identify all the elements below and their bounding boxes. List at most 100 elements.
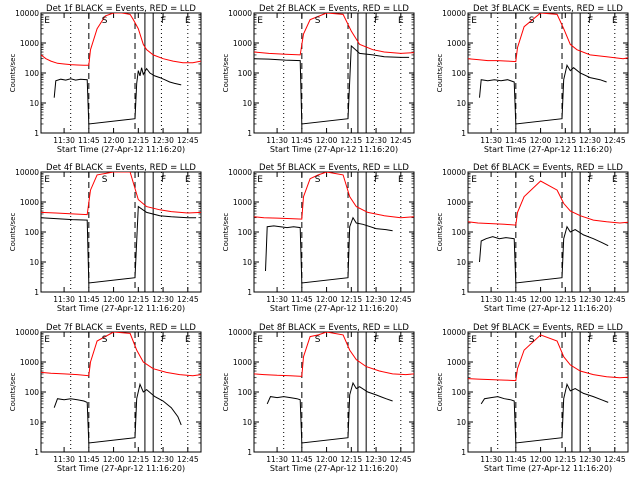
detector-panel-5: Det 5f BLACK = Events, RED = LLD 1 10 100 10… [222, 163, 415, 313]
x-tick-label: 12:45 [604, 295, 626, 304]
y-tick-label: 10 [456, 258, 466, 267]
y-tick-label: 1000 [233, 39, 252, 48]
x-tick-label: 12:00 [316, 136, 338, 145]
panel-title: Det 5f BLACK = Events, RED = LLD [259, 163, 409, 173]
detector-panel-4: Det 4f BLACK = Events, RED = LLD 1 10 100 10… [9, 163, 202, 313]
interval-marker: F [161, 175, 166, 185]
y-tick-label: 1 [461, 448, 466, 457]
interval-marker: S [102, 335, 108, 345]
x-axis-label: Start Time (27-Apr-12 11:16:20) [270, 464, 398, 473]
y-tick-label: 100 [238, 388, 253, 397]
x-tick-label: 12:00 [316, 455, 338, 464]
x-tick-label: 12:15 [555, 136, 577, 145]
x-axis-label: Start Time (27-Apr-12 11:16:20) [270, 304, 398, 313]
x-tick-label: 12:30 [365, 455, 387, 464]
x-tick-label: 12:45 [177, 295, 199, 304]
interval-marker: E [471, 335, 477, 345]
interval-marker: E [612, 335, 618, 345]
x-tick-label: 11:30 [266, 295, 288, 304]
x-axis-label: Start Time (27-Apr-12 11:16:20) [270, 145, 398, 154]
y-tick-label: 10 [29, 99, 39, 108]
y-tick-label: 100 [25, 388, 40, 397]
x-tick-label: 11:30 [480, 455, 502, 464]
x-tick-label: 12:00 [316, 295, 338, 304]
x-tick-label: 11:45 [505, 455, 527, 464]
x-tick-label: 11:30 [53, 455, 75, 464]
y-tick-label: 1000 [233, 358, 252, 367]
x-tick-label: 12:30 [579, 295, 601, 304]
x-tick-label: 11:30 [53, 136, 75, 145]
y-tick-label: 1 [247, 288, 252, 297]
x-tick-label: 12:15 [341, 455, 363, 464]
x-axis-label: Start Time (27-Apr-12 11:16:20) [484, 304, 612, 313]
y-tick-label: 1000 [447, 198, 466, 207]
series-events [41, 205, 197, 284]
x-tick-label: 12:30 [579, 455, 601, 464]
detector-panel-8: Det 8f BLACK = Events, RED = LLD 1 10 100 10… [222, 323, 415, 473]
y-axis-label: Counts/sec [9, 213, 17, 252]
x-tick-label: 12:15 [341, 295, 363, 304]
x-tick-label: 12:00 [103, 295, 125, 304]
y-tick-label: 10 [456, 99, 466, 108]
y-axis-label: Counts/sec [436, 54, 444, 93]
x-axis-label: Start Time (27-Apr-12 11:16:20) [57, 464, 185, 473]
x-tick-label: 12:15 [555, 295, 577, 304]
x-axis-label: Start Time (27-Apr-12 11:16:20) [57, 304, 185, 313]
y-tick-label: 100 [452, 388, 467, 397]
interval-marker: S [102, 16, 108, 26]
x-tick-label: 12:00 [530, 455, 552, 464]
panel-title: Det 2f BLACK = Events, RED = LLD [259, 4, 409, 14]
y-tick-label: 100 [238, 228, 253, 237]
x-tick-label: 12:45 [604, 136, 626, 145]
plot-frame [467, 171, 629, 293]
y-tick-label: 10000 [15, 328, 39, 337]
x-tick-label: 12:45 [604, 455, 626, 464]
y-tick-label: 100 [452, 228, 467, 237]
y-tick-label: 1000 [20, 358, 39, 367]
y-axis-label: Counts/sec [9, 54, 17, 93]
interval-marker: E [471, 16, 477, 26]
x-tick-label: 11:30 [480, 136, 502, 145]
interval-marker: E [612, 175, 618, 185]
y-tick-label: 1000 [447, 358, 466, 367]
x-tick-label: 11:45 [78, 136, 100, 145]
interval-marker: E [398, 175, 404, 185]
detector-panel-7: Det 7f BLACK = Events, RED = LLD 1 10 100 10… [9, 323, 202, 473]
x-tick-label: 12:00 [103, 455, 125, 464]
y-tick-label: 1 [461, 288, 466, 297]
y-axis-label: Counts/sec [436, 373, 444, 412]
interval-marker: E [44, 175, 50, 185]
plot-frame [40, 171, 202, 293]
panel-title: Det 4f BLACK = Events, RED = LLD [46, 163, 196, 173]
x-tick-label: 11:45 [78, 295, 100, 304]
series-lld [468, 13, 628, 63]
x-tick-label: 11:45 [291, 455, 313, 464]
x-tick-label: 12:30 [579, 136, 601, 145]
y-tick-label: 1 [247, 448, 252, 457]
x-tick-label: 12:30 [365, 295, 387, 304]
interval-marker: S [315, 175, 321, 185]
interval-marker: S [529, 16, 535, 26]
x-tick-label: 11:30 [266, 455, 288, 464]
y-axis-label: Counts/sec [222, 54, 230, 93]
x-tick-label: 12:45 [177, 136, 199, 145]
y-tick-label: 10 [29, 418, 39, 427]
interval-marker: S [529, 175, 535, 185]
interval-marker: F [374, 16, 379, 26]
y-tick-label: 10000 [442, 328, 466, 337]
y-tick-label: 10 [456, 418, 466, 427]
x-tick-label: 11:45 [78, 455, 100, 464]
panel-title: Det 1f BLACK = Events, RED = LLD [46, 4, 196, 14]
y-tick-label: 10 [242, 99, 252, 108]
series-events [53, 67, 182, 125]
y-tick-label: 1 [461, 129, 466, 138]
series-events [53, 382, 182, 444]
y-tick-label: 10000 [228, 168, 252, 177]
y-tick-label: 100 [25, 228, 40, 237]
y-tick-label: 1 [247, 129, 252, 138]
y-tick-label: 10000 [228, 328, 252, 337]
interval-marker: E [257, 175, 263, 185]
x-tick-label: 12:15 [128, 295, 150, 304]
series-events [265, 216, 393, 284]
